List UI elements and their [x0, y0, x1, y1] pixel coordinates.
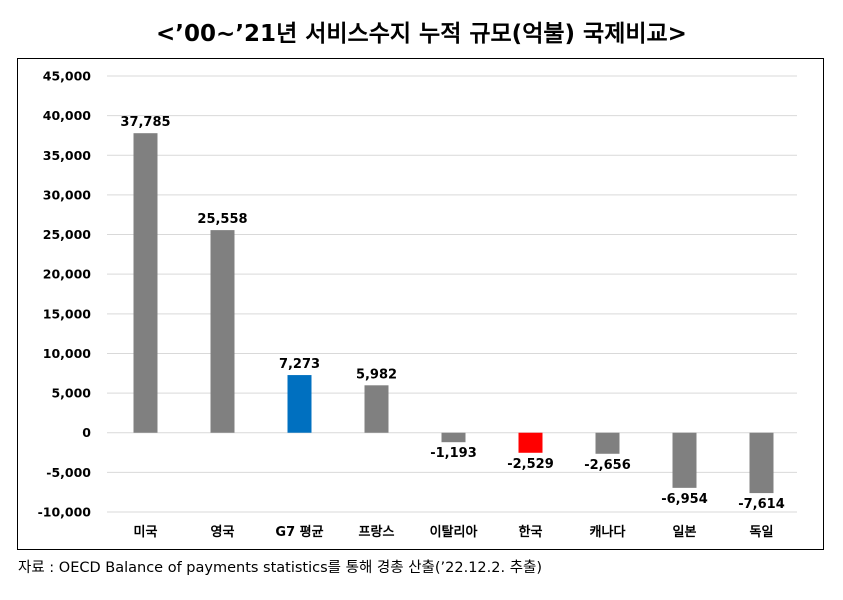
y-tick-label: 0	[82, 425, 91, 440]
y-tick-label: 25,000	[43, 227, 92, 242]
y-tick-label: -10,000	[38, 505, 92, 520]
x-tick-label: G7 평균	[275, 524, 323, 540]
x-tick-label: 영국	[211, 525, 235, 540]
data-label: -1,193	[430, 446, 477, 461]
y-tick-label: 30,000	[43, 187, 92, 202]
bar	[133, 133, 158, 433]
x-tick-label: 일본	[673, 525, 697, 540]
x-tick-label: 캐나다	[590, 524, 626, 540]
y-tick-label: 40,000	[43, 108, 92, 123]
y-tick-label: 5,000	[51, 386, 91, 401]
data-label: 5,982	[356, 367, 397, 382]
bar	[672, 432, 697, 488]
y-tick-label: -5,000	[46, 465, 91, 480]
bar	[287, 375, 312, 433]
bar	[749, 432, 774, 494]
data-label: -2,529	[507, 457, 554, 472]
bar	[518, 432, 543, 453]
data-label: -6,954	[661, 492, 708, 507]
y-tick-label: 20,000	[43, 267, 92, 282]
y-tick-label: 10,000	[43, 346, 92, 361]
chart-title: <’00~’21년 서비스수지 누적 규모(억불) 국제비교>	[156, 21, 687, 47]
bar	[364, 385, 389, 433]
x-tick-label: 한국	[519, 524, 543, 540]
bar	[595, 432, 620, 454]
source-note: 자료 : OECD Balance of payments statistics…	[18, 560, 543, 576]
data-label: -7,614	[738, 497, 785, 512]
data-label: -2,656	[584, 458, 631, 473]
bar	[441, 432, 466, 443]
data-label: 37,785	[120, 115, 170, 130]
y-tick-label: 35,000	[43, 148, 92, 163]
x-tick-label: 미국	[134, 524, 158, 540]
x-tick-label: 프랑스	[359, 525, 395, 540]
y-tick-label: 45,000	[43, 69, 92, 84]
x-tick-label: 독일	[750, 525, 774, 540]
data-label: 25,558	[197, 212, 247, 227]
data-label: 7,273	[279, 357, 320, 372]
plot-frame	[17, 58, 824, 550]
x-tick-label: 이탈리아	[430, 524, 478, 540]
y-tick-label: 15,000	[43, 306, 92, 321]
bar	[210, 230, 235, 433]
